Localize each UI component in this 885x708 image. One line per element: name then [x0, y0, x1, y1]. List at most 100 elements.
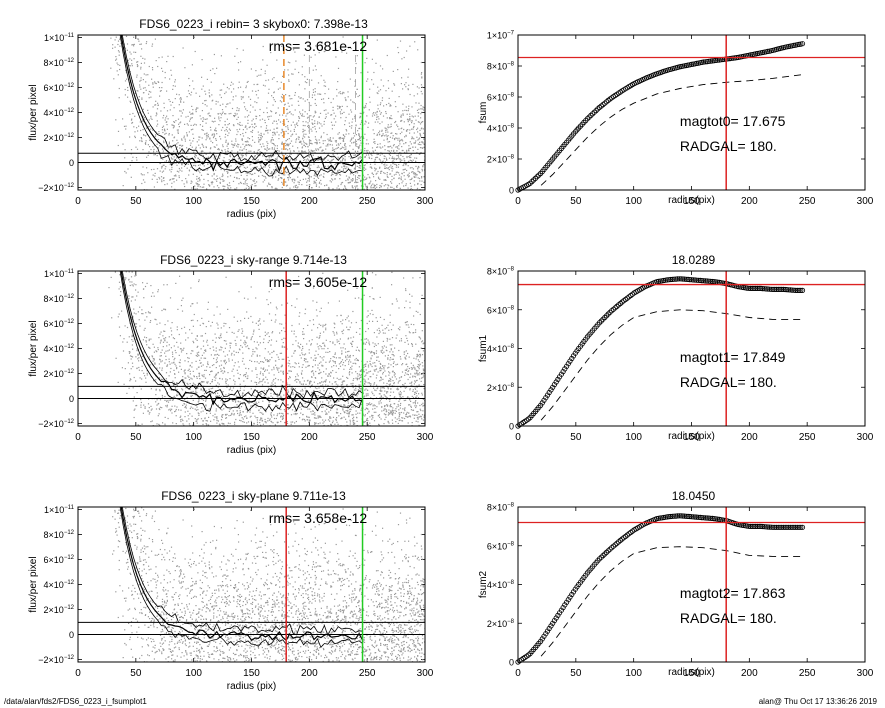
scatter-point [327, 351, 329, 353]
scatter-point [396, 418, 398, 420]
scatter-point [198, 177, 200, 179]
scatter-point [337, 171, 339, 173]
scatter-point [199, 172, 201, 174]
scatter-point [411, 381, 413, 383]
scatter-point [263, 175, 265, 177]
scatter-point [369, 163, 372, 165]
scatter-point [411, 167, 413, 169]
curve-point [593, 108, 599, 114]
scatter-point [268, 115, 270, 118]
scatter-point [373, 151, 375, 153]
scatter-point [258, 175, 260, 177]
scatter-point [363, 137, 365, 139]
scatter-point [348, 359, 351, 361]
scatter-point [249, 144, 251, 146]
scatter-point [262, 400, 264, 402]
scatter-point [389, 321, 391, 324]
scatter-point [313, 177, 315, 180]
scatter-point [383, 172, 385, 174]
scatter-point [146, 344, 148, 346]
scatter-point [358, 127, 360, 130]
scatter-point [398, 183, 400, 185]
scatter-point [304, 125, 306, 127]
scatter-point [208, 184, 210, 186]
scatter-point [318, 186, 320, 188]
scatter-point [222, 159, 224, 161]
scatter-point [191, 187, 193, 189]
scatter-point [339, 136, 341, 139]
scatter-point [292, 165, 294, 167]
scatter-point [182, 404, 184, 406]
scatter-point [212, 121, 215, 123]
scatter-point [133, 51, 135, 53]
scatter-point [225, 91, 227, 93]
scatter-point [379, 89, 382, 91]
scatter-point [293, 178, 295, 180]
x-tick-label: 100 [625, 196, 642, 207]
scatter-point [207, 134, 209, 136]
scatter-point [290, 113, 292, 115]
scatter-point [225, 381, 227, 383]
scatter-point [216, 422, 218, 424]
scatter-point [325, 361, 327, 363]
scatter-point [298, 167, 300, 169]
scatter-point [158, 408, 160, 410]
scatter-point [334, 164, 336, 166]
scatter-point [278, 119, 280, 121]
scatter-point [252, 129, 254, 131]
scatter-point [246, 345, 249, 347]
scatter-point [360, 339, 362, 341]
scatter-point [227, 166, 229, 168]
scatter-point [192, 128, 194, 130]
scatter-point [399, 143, 401, 145]
scatter-point [407, 165, 409, 167]
scatter-point [181, 145, 183, 147]
scatter-point [128, 271, 130, 273]
scatter-point [198, 170, 200, 172]
scatter-point [403, 128, 405, 131]
curve-point [584, 116, 591, 122]
scatter-point [381, 324, 383, 326]
scatter-point [178, 371, 180, 373]
scatter-point [284, 421, 286, 424]
x-tick-label: 50 [130, 196, 142, 207]
scatter-point [236, 187, 238, 189]
scatter-point [151, 78, 153, 80]
scatter-point [409, 93, 411, 96]
scatter-point [207, 168, 209, 170]
scatter-point [420, 152, 422, 154]
scatter-point [140, 173, 142, 175]
scatter-point [307, 116, 309, 118]
scatter-point [314, 91, 316, 93]
scatter-point [203, 146, 205, 148]
scatter-point [190, 180, 192, 182]
scatter-point [165, 132, 167, 134]
scatter-point [256, 115, 258, 118]
x-tick-label: 100 [185, 432, 202, 443]
scatter-point [127, 96, 129, 98]
scatter-point [332, 179, 334, 181]
scatter-point [377, 121, 379, 123]
scatter-point [232, 144, 234, 146]
scatter-point [233, 414, 235, 416]
scatter-point [270, 389, 272, 391]
scatter-point [402, 110, 404, 112]
scatter-point [374, 121, 376, 123]
scatter-point [246, 422, 248, 424]
scatter-point [302, 131, 304, 133]
scatter-point [220, 349, 222, 351]
scatter-point [131, 362, 134, 364]
scatter-point [299, 97, 301, 99]
scatter-point [271, 111, 273, 113]
scatter-point [141, 48, 143, 50]
scatter-point [325, 339, 327, 341]
scatter-point [245, 167, 247, 169]
scatter-point [422, 106, 424, 108]
scatter-point [368, 122, 370, 124]
scatter-point [151, 420, 153, 422]
scatter-point [333, 327, 336, 329]
scatter-point [352, 118, 354, 120]
scatter-point [311, 119, 313, 121]
scatter-point [182, 144, 184, 147]
scatter-point [330, 372, 332, 374]
